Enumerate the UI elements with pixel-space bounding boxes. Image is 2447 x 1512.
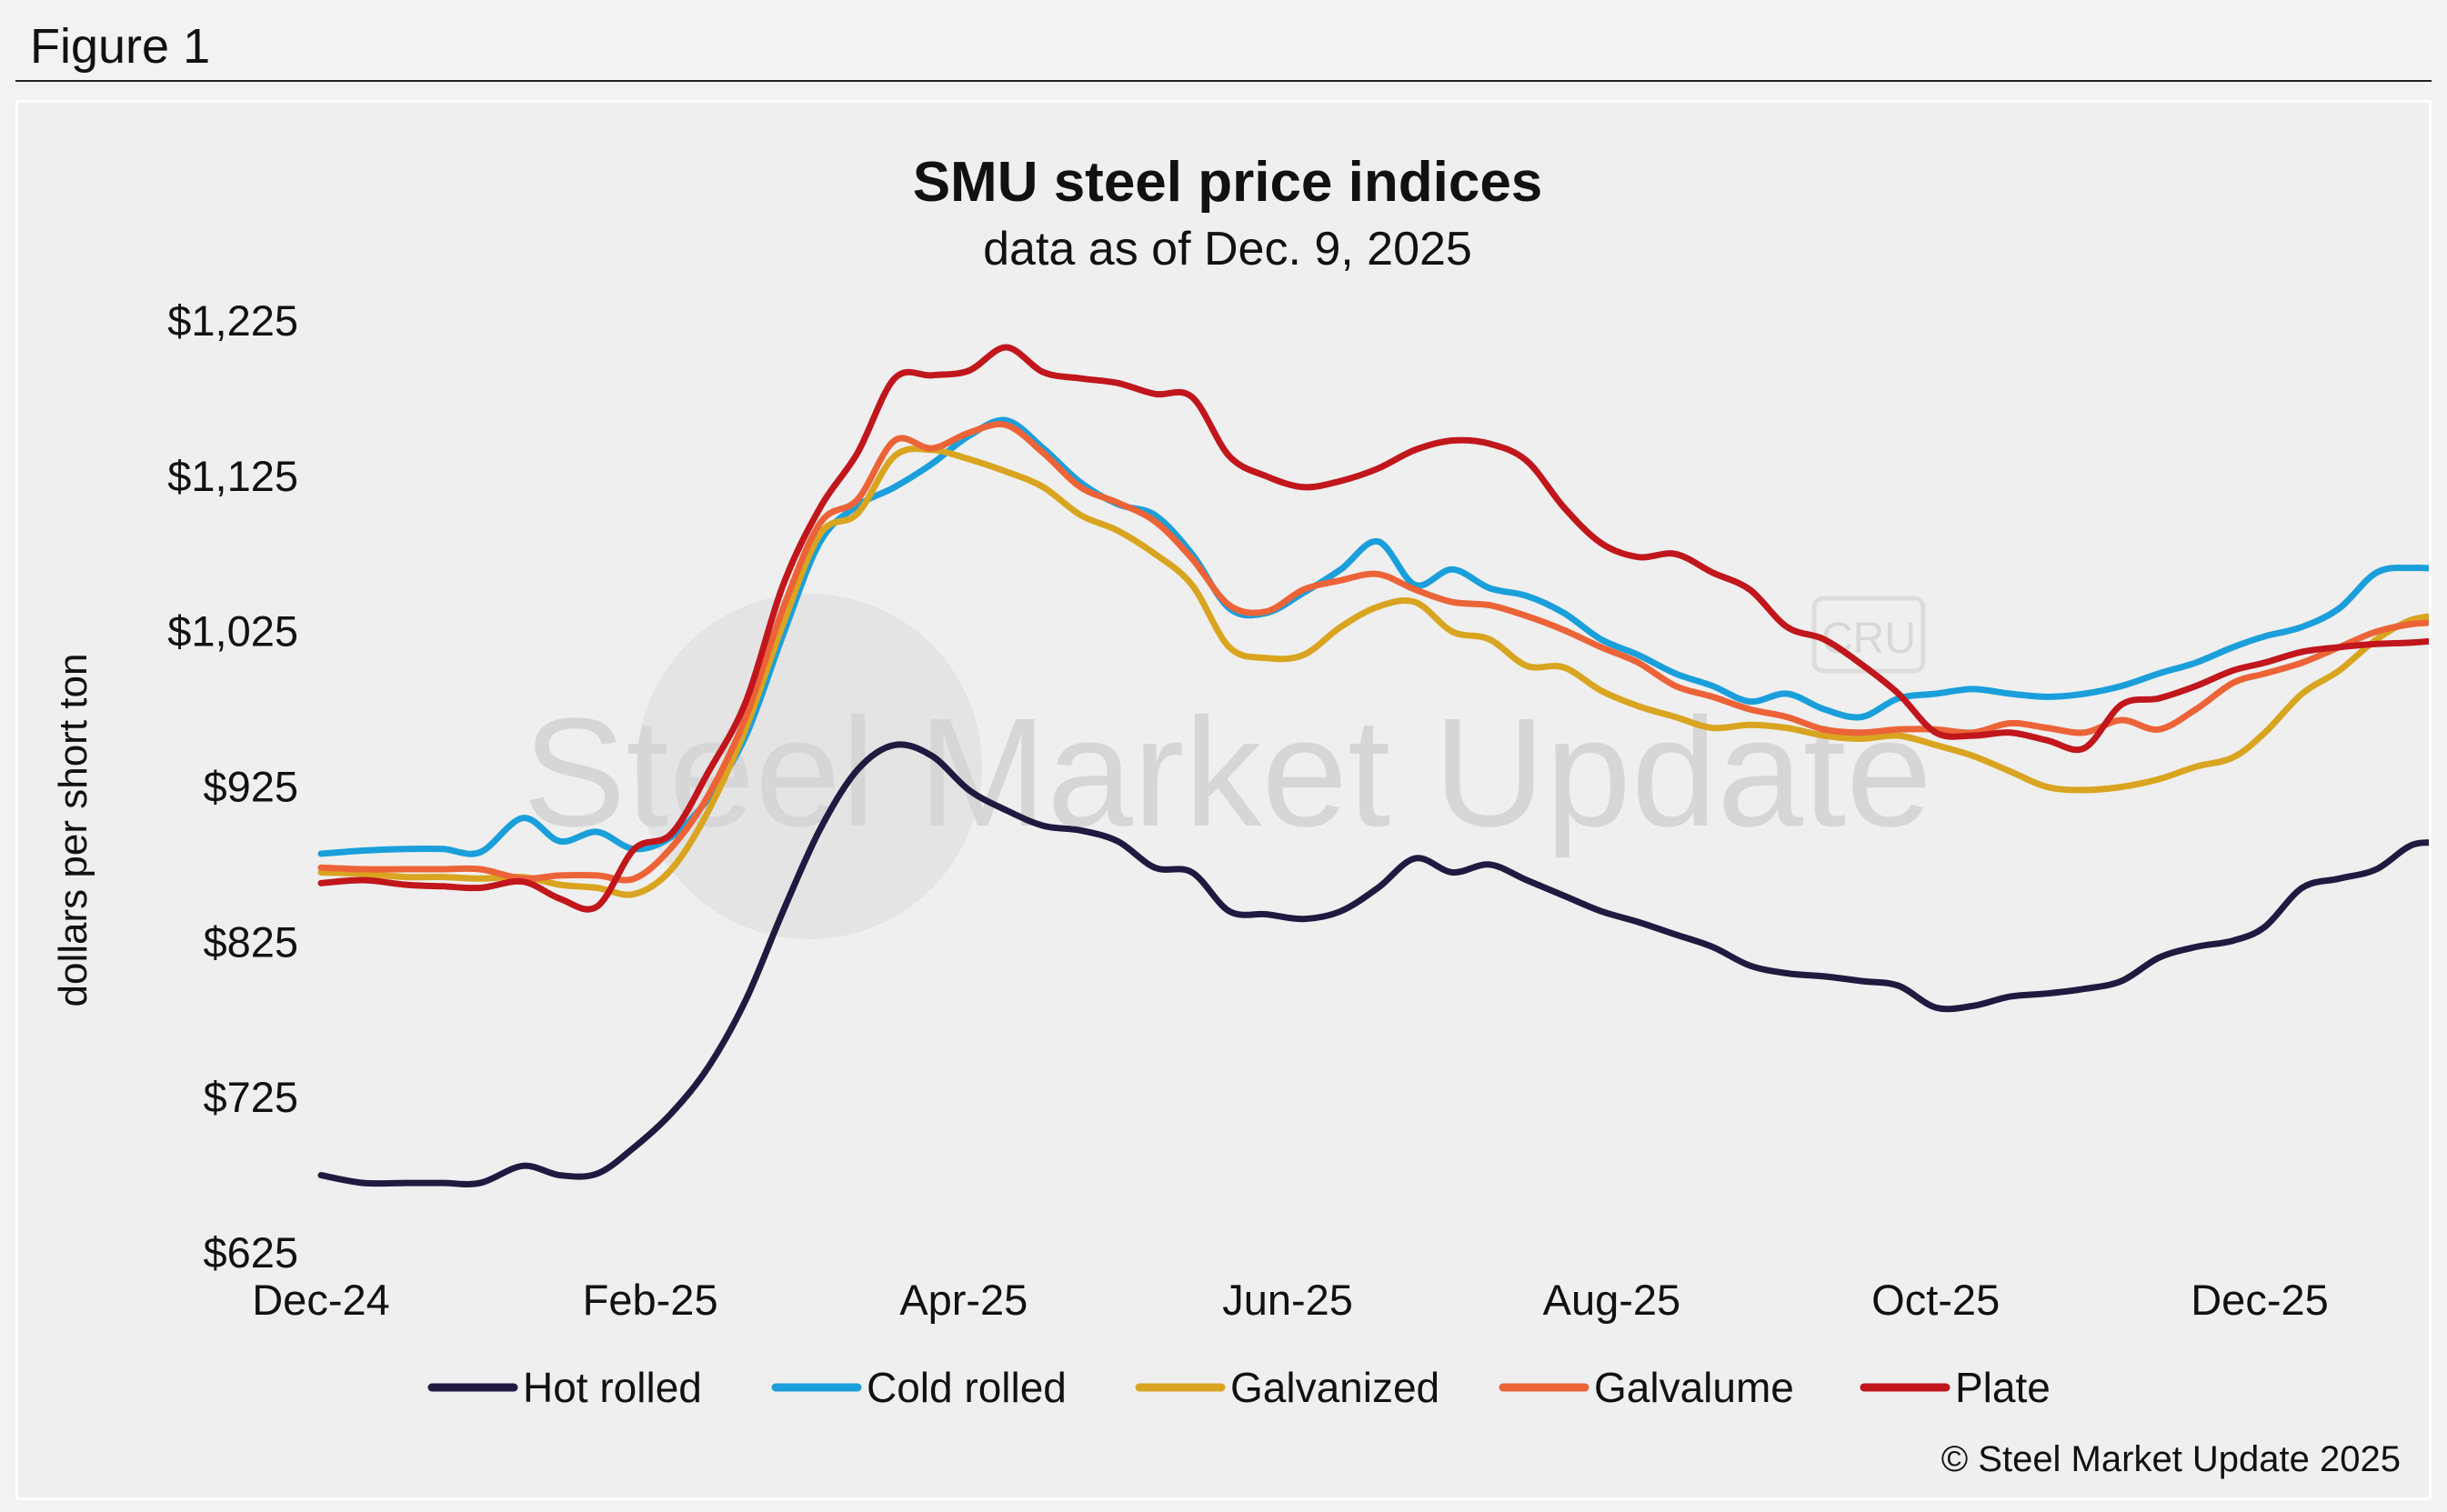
watermark-cru-text: CRU — [1821, 615, 1916, 663]
y-tick-label: $1,025 — [167, 607, 298, 656]
watermark-brand: Steel Market Update — [523, 686, 1932, 859]
chart-panel: Steel Market Update CRU SMU steel price … — [15, 100, 2432, 1500]
y-tick-label: $725 — [203, 1073, 298, 1121]
y-tick-label: $925 — [203, 763, 298, 811]
legend-label-galvanized: Galvanized — [1230, 1364, 1439, 1411]
series-line-plate — [317, 344, 2429, 913]
series-lines — [317, 344, 2429, 1188]
x-tick-label: Apr-25 — [899, 1276, 1028, 1324]
watermark-globe-icon — [637, 594, 982, 939]
legend: Hot rolled Cold rolled Galvanized Galvalume… — [427, 1364, 2051, 1411]
figure-label: Figure 1 — [30, 19, 211, 74]
copyright-notice: © Steel Market Update 2025 — [1941, 1439, 2401, 1479]
legend-label-galvalume: Galvalume — [1594, 1364, 1794, 1411]
chart-subtitle: data as of Dec. 9, 2025 — [983, 223, 1472, 275]
x-tick-label: Aug-25 — [1543, 1276, 1681, 1324]
x-tick-label: Jun-25 — [1222, 1276, 1353, 1324]
y-tick-label: $825 — [203, 917, 298, 966]
x-tick-label: Dec-24 — [252, 1276, 390, 1324]
y-axis-ticks: $625 $725 $825 $925 $1,025 $1,125 $1,225 — [167, 296, 298, 1277]
series-line-galvanized — [317, 446, 2429, 898]
figure-header: Figure 1 — [15, 13, 2432, 82]
y-tick-label: $625 — [203, 1228, 298, 1277]
watermark: Steel Market Update CRU — [523, 594, 1932, 939]
x-axis-ticks: Dec-24 Feb-25 Apr-25 Jun-25 Aug-25 Oct-25 Dec-… — [252, 1276, 2329, 1324]
chart-title: SMU steel price indices — [913, 151, 1543, 214]
x-tick-label: Oct-25 — [1871, 1276, 2000, 1324]
y-tick-label: $1,225 — [167, 296, 298, 345]
y-tick-label: $1,125 — [167, 452, 298, 500]
series-line-hot-rolled — [317, 741, 2429, 1188]
legend-label-plate: Plate — [1955, 1364, 2051, 1411]
legend-label-hot-rolled: Hot rolled — [523, 1364, 702, 1411]
series-line-galvalume — [317, 421, 2429, 884]
x-tick-label: Dec-25 — [2191, 1276, 2329, 1324]
x-tick-label: Feb-25 — [583, 1276, 718, 1324]
line-chart: Steel Market Update CRU SMU steel price … — [51, 151, 2429, 1479]
legend-label-cold-rolled: Cold rolled — [867, 1364, 1067, 1411]
y-axis-label: dollars per short ton — [51, 654, 95, 1007]
